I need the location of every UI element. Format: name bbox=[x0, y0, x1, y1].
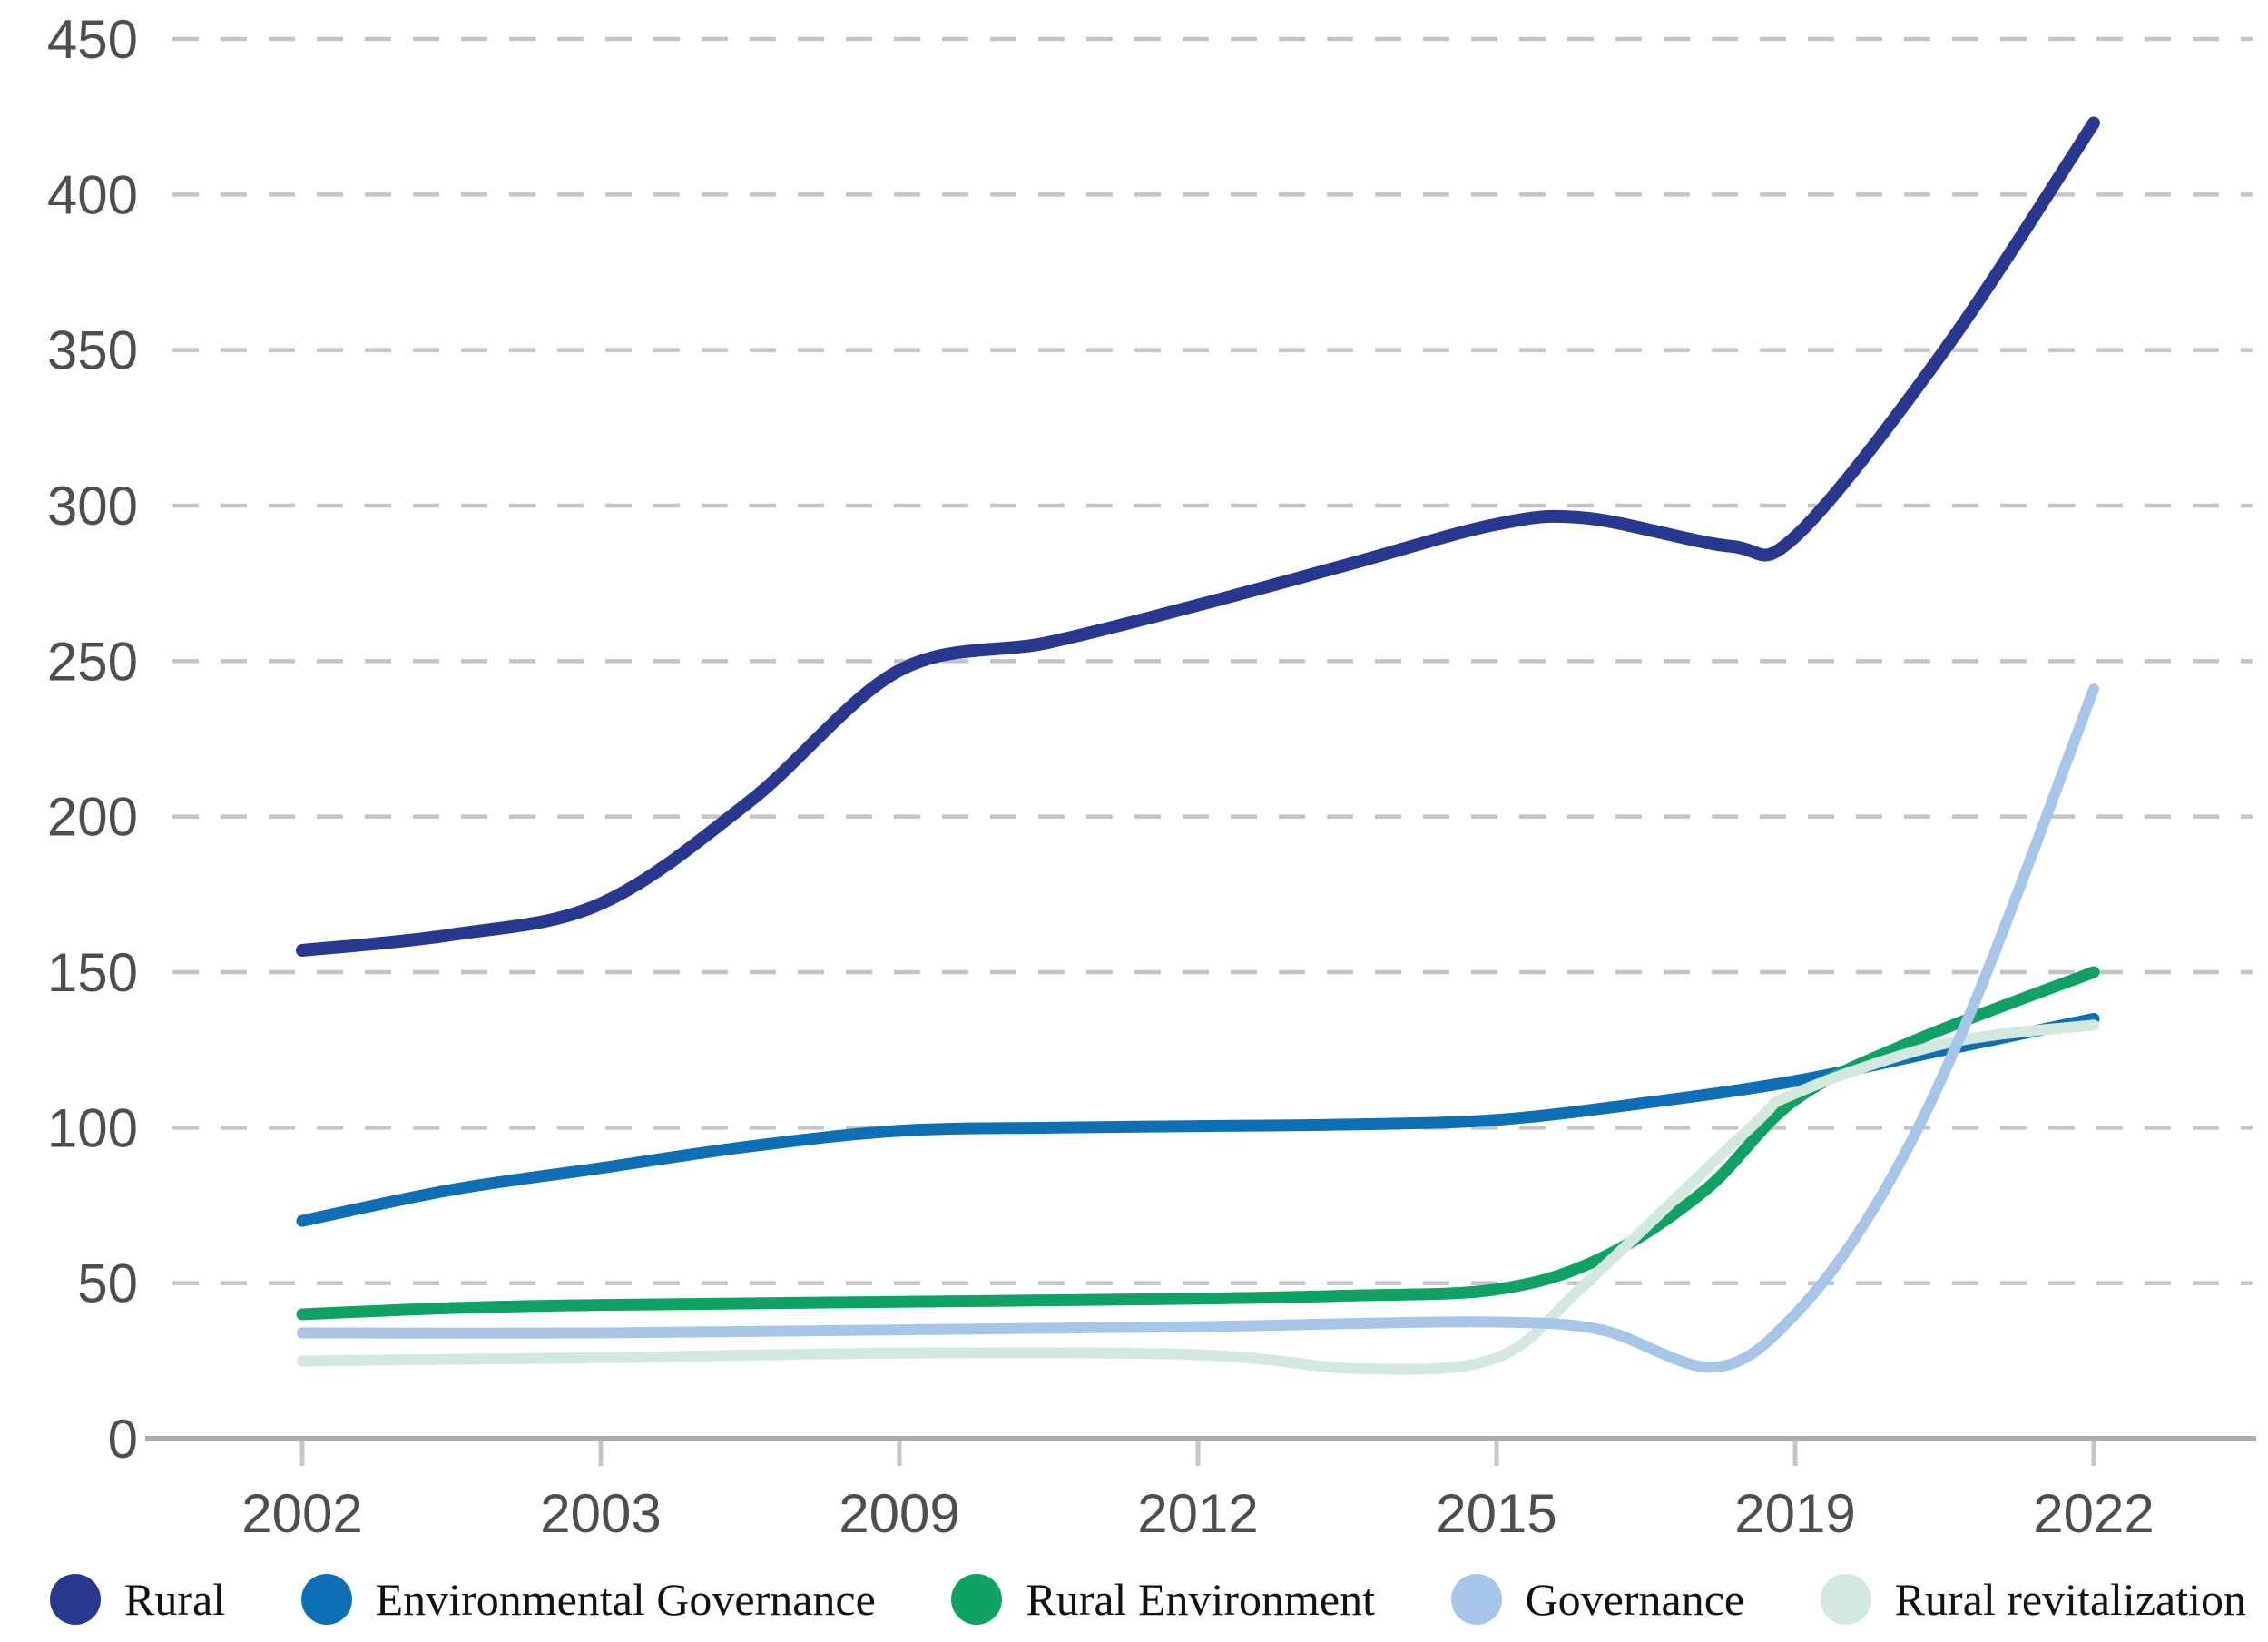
legend-item-rural-environment: Rural Environment bbox=[951, 1574, 1375, 1625]
y-axis-label-150: 150 bbox=[47, 942, 138, 1003]
rural-environment-legend-dot-icon bbox=[951, 1574, 1003, 1625]
chart-legend: Rural Environmental Governance Rural Env… bbox=[50, 1563, 2246, 1636]
x-axis-label-2003: 2003 bbox=[540, 1483, 661, 1544]
y-axis-label-300: 300 bbox=[47, 476, 138, 536]
environmental-governance-legend-dot-icon bbox=[300, 1574, 352, 1625]
series-line-governance bbox=[297, 683, 2099, 1373]
x-axis-label-2015: 2015 bbox=[1436, 1483, 1556, 1544]
legend-label-environmental-governance: Environmental Governance bbox=[375, 1574, 876, 1625]
legend-item-rural: Rural bbox=[50, 1574, 225, 1625]
x-axis-label-2022: 2022 bbox=[2033, 1483, 2154, 1544]
y-axis-label-450: 450 bbox=[47, 9, 138, 70]
legend-label-rural-revitalization: Rural revitalization bbox=[1894, 1574, 2246, 1625]
rural-legend-dot-icon bbox=[50, 1574, 101, 1625]
rural-revitalization-legend-dot-icon bbox=[1820, 1574, 1871, 1625]
legend-item-environmental-governance: Environmental Governance bbox=[300, 1574, 876, 1625]
governance-legend-dot-icon bbox=[1450, 1574, 1502, 1625]
series-line-rural-environment bbox=[296, 966, 2100, 1321]
series-line-rural-revitalization bbox=[297, 1019, 2099, 1375]
x-axis-label-2002: 2002 bbox=[241, 1483, 362, 1544]
y-axis-label-350: 350 bbox=[47, 320, 138, 381]
y-axis-label-100: 100 bbox=[47, 1097, 138, 1158]
legend-item-rural-revitalization: Rural revitalization bbox=[1820, 1574, 2246, 1625]
y-axis-label-0: 0 bbox=[108, 1409, 138, 1470]
series-line-rural bbox=[296, 116, 2100, 958]
x-axis-label-2019: 2019 bbox=[1734, 1483, 1855, 1544]
legend-label-rural: Rural bbox=[124, 1574, 226, 1625]
y-axis-label-400: 400 bbox=[47, 164, 138, 225]
legend-label-rural-environment: Rural Environment bbox=[1026, 1574, 1376, 1625]
x-axis-label-2009: 2009 bbox=[839, 1483, 959, 1544]
legend-label-governance: Governance bbox=[1525, 1574, 1745, 1625]
legend-item-governance: Governance bbox=[1450, 1574, 1745, 1625]
x-axis-label-2012: 2012 bbox=[1137, 1483, 1258, 1544]
y-axis-label-50: 50 bbox=[77, 1254, 138, 1314]
series-line-environmental-governance bbox=[296, 1012, 2100, 1227]
y-axis-label-200: 200 bbox=[47, 787, 138, 848]
y-axis-label-250: 250 bbox=[47, 631, 138, 692]
